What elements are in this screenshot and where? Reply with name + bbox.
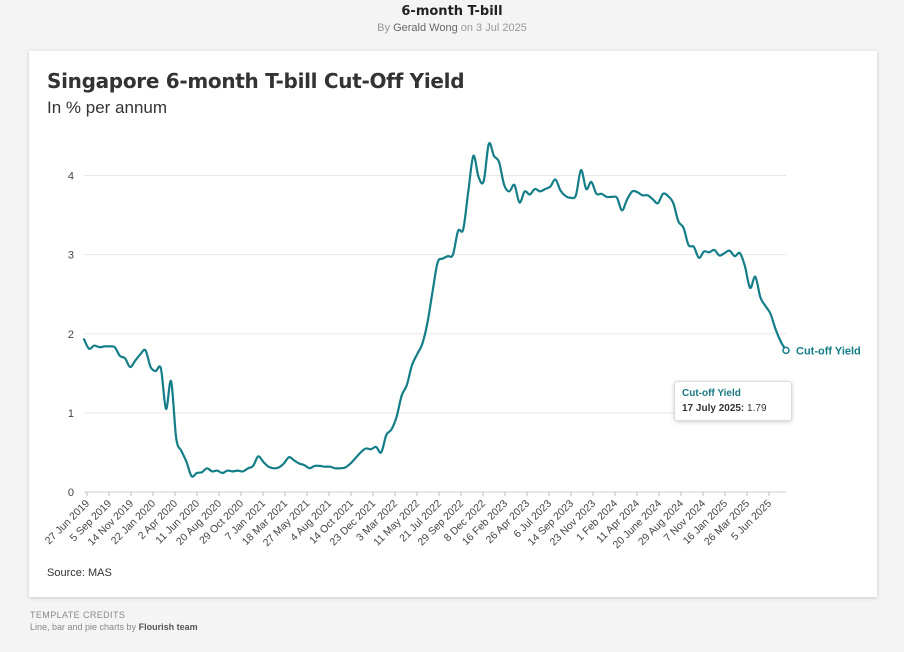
y-tick-label: 4 xyxy=(68,171,74,183)
tooltip-body: 17 July 2025: 1.79 xyxy=(682,401,784,416)
tooltip-series: Cut-off Yield xyxy=(682,388,741,399)
byline-prefix: By xyxy=(377,22,391,34)
y-tick-label: 2 xyxy=(68,329,74,341)
chart-subtitle: In % per annum xyxy=(47,98,168,117)
story-header: 6-month T-bill By Gerald Wong on 3 Jul 2… xyxy=(0,4,904,36)
publish-date: on 3 Jul 2025 xyxy=(460,22,527,34)
chart-tooltip: Cut-off Yield 17 July 2025: 1.79 xyxy=(674,381,792,421)
chart-title: Singapore 6-month T-bill Cut-Off Yield xyxy=(47,69,465,93)
template-credits: TEMPLATE CREDITS Line, bar and pie chart… xyxy=(30,609,198,633)
series-endpoint-marker[interactable] xyxy=(782,346,790,355)
tooltip-value: 1.79 xyxy=(747,403,767,414)
series-end-label: Cut-off Yield xyxy=(796,345,861,357)
credits-heading: TEMPLATE CREDITS xyxy=(30,610,126,620)
credits-brand-link[interactable]: Flourish team xyxy=(138,622,198,632)
credits-text: Line, bar and pie charts by xyxy=(30,622,137,632)
credits-line: Line, bar and pie charts by Flourish tea… xyxy=(30,621,198,633)
y-tick-label: 0 xyxy=(68,487,74,499)
story-title: 6-month T-bill xyxy=(401,4,503,19)
y-tick-label: 1 xyxy=(68,408,74,420)
source-note: Source: MAS xyxy=(47,567,112,579)
series-line-cut-off-yield[interactable] xyxy=(82,141,788,478)
chart-card: Singapore 6-month T-bill Cut-Off Yield I… xyxy=(29,51,877,597)
tooltip-date: 17 July 2025: xyxy=(682,403,745,414)
y-tick-label: 3 xyxy=(68,250,74,262)
author-name[interactable]: Gerald Wong xyxy=(393,22,458,34)
byline: By Gerald Wong on 3 Jul 2025 xyxy=(0,21,904,36)
